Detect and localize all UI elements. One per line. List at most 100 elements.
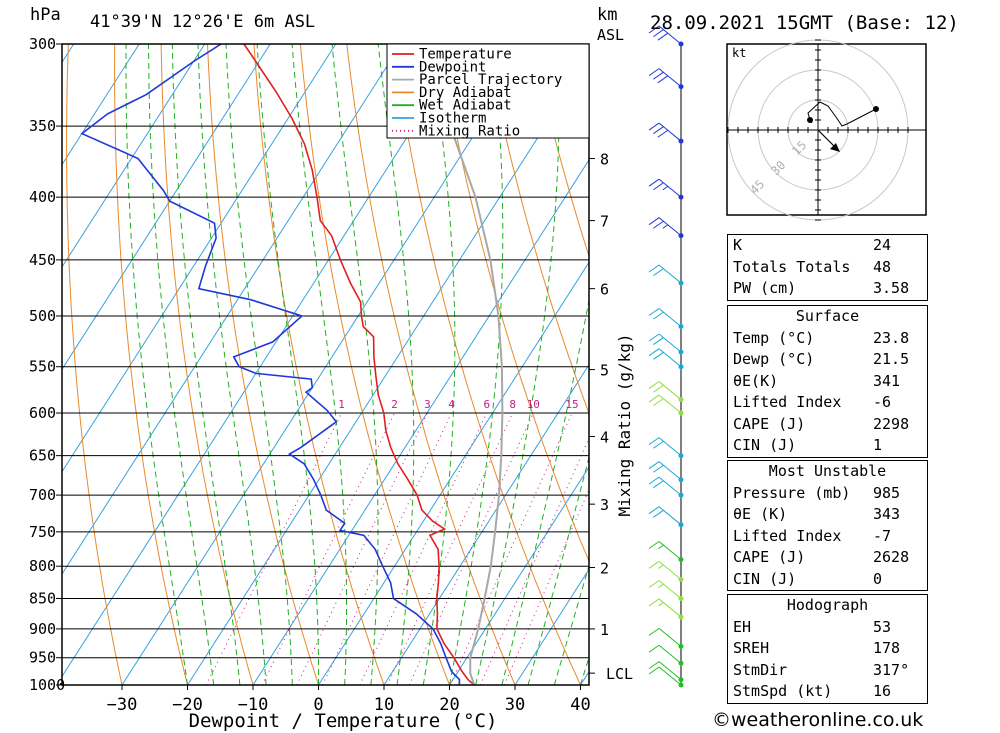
wind-barb-staff bbox=[658, 580, 682, 599]
surface-row: θE(K) 341 bbox=[728, 371, 927, 393]
x-tick-label: −10 bbox=[238, 695, 269, 715]
index-label: K bbox=[733, 236, 743, 254]
mixing-ratio-label: 3 bbox=[424, 398, 431, 411]
wind-barb-flag bbox=[648, 217, 660, 226]
dry-adiabat-line bbox=[114, 44, 188, 685]
wind-barb-flag bbox=[653, 440, 664, 449]
surface-value: 21.5 bbox=[873, 350, 910, 368]
wind-barb-staff bbox=[658, 598, 682, 618]
wind-barb bbox=[648, 580, 684, 601]
most-unstable-row: CAPE (J) 2628 bbox=[728, 547, 927, 569]
surface-label: θE(K) bbox=[733, 371, 779, 390]
isotherm-line bbox=[121, 44, 533, 685]
legend-label: Temperature bbox=[419, 47, 512, 63]
wind-level-dot bbox=[678, 660, 684, 666]
wind-barb-staff bbox=[658, 381, 682, 400]
wind-level-dot bbox=[678, 557, 684, 563]
km-tick-label: 5 bbox=[600, 362, 609, 380]
wind-barb-staff bbox=[658, 394, 682, 414]
isotherm-line bbox=[62, 44, 140, 166]
plot-frame bbox=[61, 43, 590, 686]
wind-barb-staff bbox=[658, 506, 682, 526]
km-label: km bbox=[597, 5, 618, 25]
most-unstable-label: Lifted Index bbox=[733, 526, 842, 545]
hodograph-row: EH 53 bbox=[728, 617, 927, 639]
wind-barb-flag bbox=[648, 437, 660, 446]
wind-barb bbox=[648, 437, 684, 459]
wind-level-dot bbox=[678, 522, 684, 528]
wind-barb-staff bbox=[658, 476, 682, 496]
wind-barb bbox=[648, 217, 684, 239]
wind-level-dot bbox=[678, 477, 684, 483]
mixing-ratio-label: 1 bbox=[338, 398, 345, 411]
wind-barb-staff bbox=[658, 25, 682, 45]
wind-barb bbox=[648, 264, 684, 286]
legend-label: Dewpoint bbox=[419, 59, 486, 75]
mixing-ratio-label: 15 bbox=[565, 398, 578, 411]
surface-row: CIN (J) 1 bbox=[728, 435, 927, 457]
wind-barb bbox=[648, 122, 684, 144]
wind-barb-flag bbox=[648, 381, 660, 389]
most-unstable-value: 2628 bbox=[873, 548, 910, 566]
hodograph-label: EH bbox=[733, 617, 752, 636]
wind-level-dot bbox=[678, 138, 684, 144]
hodograph-table-title: Hodograph bbox=[786, 596, 869, 614]
wind-barb-flag bbox=[653, 182, 664, 191]
pressure-tick-label: 650 bbox=[29, 447, 56, 465]
wind-barb-flag bbox=[653, 351, 664, 360]
indices-table: K 24 Totals Totals 48 PW (cm) 3.58 bbox=[727, 234, 928, 301]
storm-motion-arrowhead bbox=[830, 143, 840, 152]
wind-barb-flag bbox=[648, 178, 660, 187]
hodograph-point bbox=[873, 106, 879, 112]
wind-barb-staff bbox=[658, 217, 682, 237]
pressure-tick-label: 700 bbox=[29, 486, 56, 504]
wind-barb-staff bbox=[658, 541, 682, 560]
index-value: 3.58 bbox=[873, 279, 910, 297]
km-tick-label: 3 bbox=[600, 496, 609, 514]
wind-barb-flag bbox=[648, 25, 660, 34]
wind-barb bbox=[648, 178, 684, 200]
wind-barb bbox=[648, 560, 684, 582]
index-value: 24 bbox=[873, 236, 892, 254]
dry-adiabat-line bbox=[532, 44, 589, 258]
wind-barb-flag bbox=[648, 333, 660, 342]
wind-barb-flag bbox=[648, 644, 660, 653]
legend-label: Mixing Ratio bbox=[419, 123, 520, 139]
isotherm-line bbox=[252, 159, 589, 685]
wind-barb-flag bbox=[653, 384, 664, 393]
wind-barb-flag bbox=[648, 122, 660, 131]
wind-barb-flag bbox=[648, 308, 660, 316]
wind-barb-staff bbox=[658, 661, 682, 681]
datetime-title: 28.09.2021 15GMT (Base: 12) bbox=[650, 12, 959, 34]
x-tick-label: 0 bbox=[313, 695, 323, 715]
most-unstable-row: Lifted Index -7 bbox=[728, 526, 927, 548]
wind-barb-flag bbox=[653, 126, 664, 135]
wind-barb bbox=[648, 308, 684, 330]
hodograph-point bbox=[807, 117, 813, 123]
mixing-ratio-line bbox=[261, 412, 396, 685]
wind-barb-staff bbox=[658, 461, 682, 481]
pressure-tick-label: 600 bbox=[29, 404, 56, 422]
wind-barb bbox=[648, 598, 684, 620]
location-title: 41°39'N 12°26'E 6m ASL bbox=[90, 12, 316, 32]
wet-adiabat-line bbox=[225, 44, 293, 685]
mixing-ratio-line bbox=[503, 488, 589, 685]
wind-barb bbox=[648, 644, 684, 666]
x-tick-label: 20 bbox=[439, 695, 459, 715]
wind-barb-flag bbox=[648, 598, 660, 607]
copyright[interactable]: ©weatheronline.co.uk bbox=[712, 709, 924, 731]
most-unstable-label: CIN (J) bbox=[733, 569, 797, 588]
pressure-tick-label: 800 bbox=[29, 557, 56, 575]
surface-row: Lifted Index -6 bbox=[728, 392, 927, 414]
mixing-ratio-label: 20 bbox=[594, 398, 607, 411]
wind-barb-flag bbox=[653, 398, 664, 407]
storm-motion-vector bbox=[817, 129, 837, 149]
wind-barb-flag bbox=[648, 68, 660, 77]
index-row: Totals Totals 48 bbox=[728, 257, 927, 279]
km-tick-label: LCL bbox=[606, 665, 633, 683]
surface-title: Surface bbox=[795, 307, 860, 325]
wind-barb-flag bbox=[653, 29, 664, 38]
km-tick-label: 4 bbox=[600, 428, 609, 446]
index-row: PW (cm) 3.58 bbox=[728, 278, 927, 300]
